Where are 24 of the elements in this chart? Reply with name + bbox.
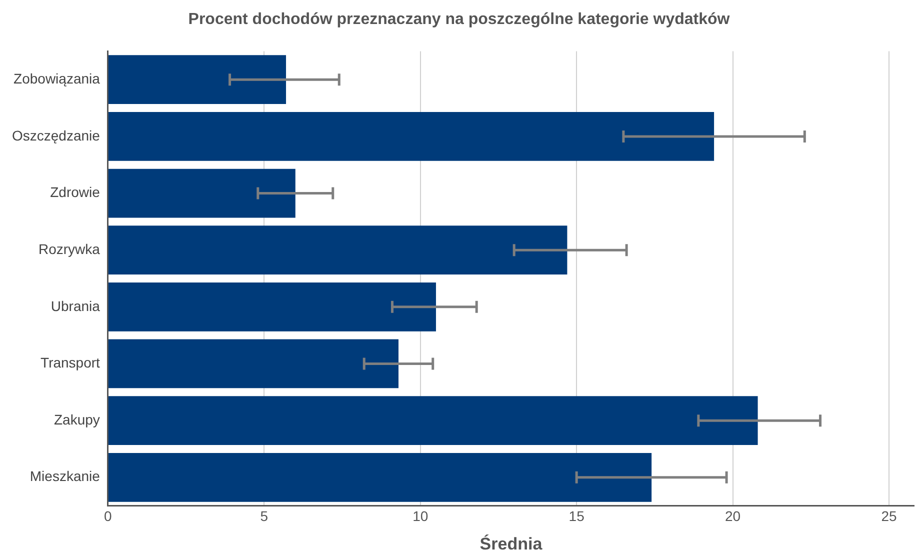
y-tick-label: Zobowiązania bbox=[14, 70, 100, 86]
y-tick-label: Ubrania bbox=[50, 298, 100, 314]
x-tick-label: 15 bbox=[568, 508, 585, 524]
bar bbox=[108, 396, 758, 445]
y-tick-label: Transport bbox=[40, 354, 100, 371]
y-tick-label: Zakupy bbox=[54, 411, 100, 428]
y-tick-label: Oszczędzanie bbox=[12, 127, 100, 144]
y-tick-label: Zdrowie bbox=[50, 184, 100, 200]
bar bbox=[108, 452, 652, 502]
x-axis-title: Średnia bbox=[480, 533, 543, 554]
bar bbox=[108, 339, 398, 388]
x-tick-label: 20 bbox=[725, 508, 741, 524]
chart-title: Procent dochodów przeznaczany na poszczególne kategorie wydatków bbox=[188, 11, 730, 28]
bar bbox=[108, 282, 436, 332]
y-tick-label: Rozrywka bbox=[38, 240, 100, 257]
x-tick-label: 5 bbox=[260, 508, 268, 524]
bar bbox=[108, 168, 296, 218]
y-tick-label: Mieszkanie bbox=[30, 468, 100, 484]
bar bbox=[108, 112, 714, 161]
x-tick-label: 0 bbox=[104, 508, 112, 524]
bar bbox=[108, 226, 568, 275]
x-tick-label: 25 bbox=[881, 508, 898, 524]
bar bbox=[108, 55, 286, 104]
x-tick-label: 10 bbox=[412, 508, 428, 524]
